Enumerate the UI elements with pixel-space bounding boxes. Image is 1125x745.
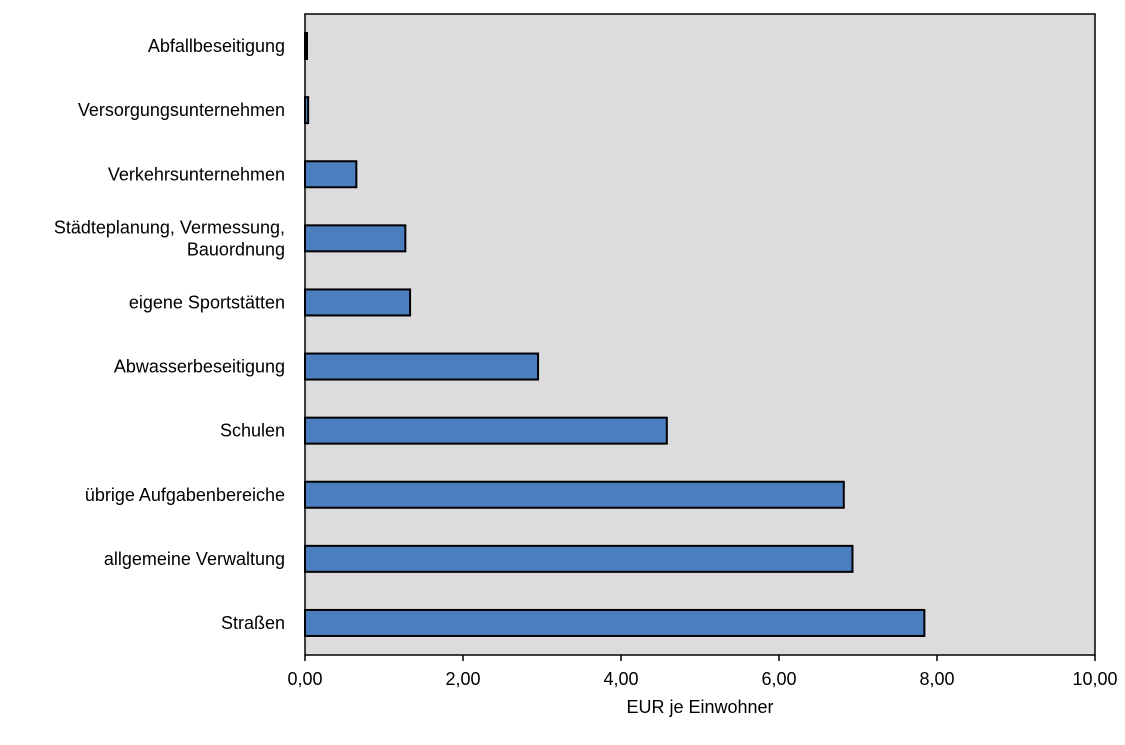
bar bbox=[304, 608, 926, 637]
category-label-line: Verkehrsunternehmen bbox=[108, 164, 285, 184]
x-axis-title: EUR je Einwohner bbox=[626, 697, 773, 717]
category-label: Versorgungsunternehmen bbox=[78, 100, 285, 120]
category-label: Städteplanung, Vermessung, Bauordnung bbox=[54, 217, 285, 259]
category-label-line: Städteplanung, Vermessung, bbox=[54, 217, 285, 237]
x-tick-label: 10,00 bbox=[1072, 669, 1117, 689]
bar bbox=[304, 544, 854, 573]
category-label: Schulen bbox=[220, 421, 285, 441]
category-label-line: Bauordnung bbox=[187, 239, 285, 259]
bar bbox=[304, 224, 407, 253]
x-tick-label: 0,00 bbox=[287, 669, 322, 689]
category-label-line: Versorgungsunternehmen bbox=[78, 100, 285, 120]
x-tick-label: 8,00 bbox=[919, 669, 954, 689]
bar bbox=[304, 160, 358, 189]
bar bbox=[304, 96, 310, 125]
category-label: allgemeine Verwaltung bbox=[104, 549, 285, 569]
category-label: Abfallbeseitigung bbox=[148, 36, 285, 56]
category-label: übrige Aufgabenbereiche bbox=[85, 485, 285, 505]
category-label: Verkehrsunternehmen bbox=[108, 164, 285, 184]
bar bbox=[304, 352, 540, 381]
x-tick-label: 2,00 bbox=[445, 669, 480, 689]
category-labels: Abfallbeseitigung Versorgungsunternehmen V… bbox=[54, 36, 285, 633]
category-label-line: allgemeine Verwaltung bbox=[104, 549, 285, 569]
category-label: Abwasserbeseitigung bbox=[114, 357, 285, 377]
bars-layer bbox=[304, 32, 926, 637]
x-axis-ticks: 0,00 2,00 4,00 6,00 8,00 10,00 bbox=[287, 655, 1118, 689]
bar bbox=[304, 480, 845, 509]
bar bbox=[304, 32, 308, 61]
category-label: Straßen bbox=[221, 613, 285, 633]
category-label-line: Abfallbeseitigung bbox=[148, 36, 285, 56]
bar bbox=[304, 416, 668, 445]
x-tick-label: 4,00 bbox=[603, 669, 638, 689]
category-label: eigene Sportstätten bbox=[129, 292, 285, 312]
bar bbox=[304, 288, 412, 317]
category-label-line: Schulen bbox=[220, 421, 285, 441]
category-label-line: übrige Aufgabenbereiche bbox=[85, 485, 285, 505]
category-label-line: Straßen bbox=[221, 613, 285, 633]
category-label-line: Abwasserbeseitigung bbox=[114, 357, 285, 377]
x-tick-label: 6,00 bbox=[761, 669, 796, 689]
category-label-line: eigene Sportstätten bbox=[129, 292, 285, 312]
